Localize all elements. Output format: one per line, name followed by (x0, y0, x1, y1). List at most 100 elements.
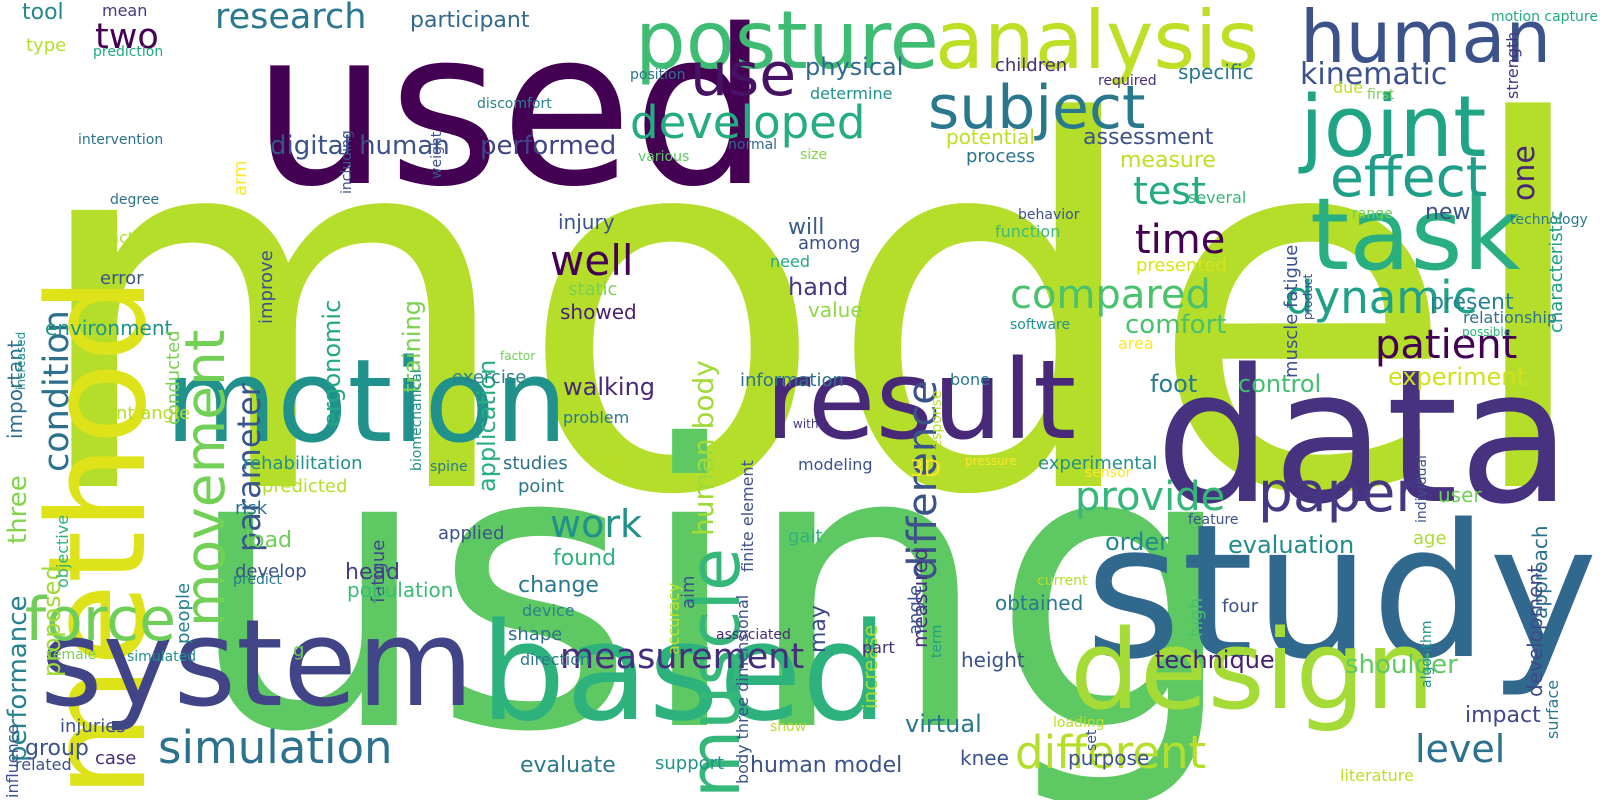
word-interaction: interaction (72, 228, 159, 247)
word-work: work (550, 502, 642, 546)
word-case: case (95, 748, 137, 769)
word-head: head (345, 560, 400, 585)
word-pressure: pressure (965, 454, 1017, 468)
word-gait: gait (788, 526, 823, 547)
word-participant: participant (410, 8, 530, 33)
word-factor: factor (500, 349, 536, 363)
word-kinematic: kinematic (1300, 57, 1448, 92)
word-bone: bone (950, 370, 990, 389)
word-within: within (793, 417, 830, 431)
word-injuries: injuries (60, 716, 126, 737)
word-will: will (788, 215, 825, 240)
word-predicted: predicted (262, 476, 348, 497)
word-problem: problem (563, 408, 630, 427)
word-increased: increased (14, 331, 28, 391)
word-experiment: experiment (1388, 363, 1526, 391)
word-direction: direction (520, 650, 591, 669)
word-simulation: simulation (158, 721, 393, 774)
word-g: g (293, 640, 305, 661)
word-algorithm: algorithm (1419, 619, 1435, 688)
word-well: well (550, 236, 634, 285)
word-population: population (347, 578, 454, 602)
word-determine: determine (810, 84, 893, 103)
word-type: type (26, 35, 67, 56)
word-biomechanical: biomechanical (409, 368, 425, 471)
word-assessment: assessment (1083, 125, 1214, 150)
word-result: result (765, 336, 1077, 464)
word-motion: motion (165, 335, 568, 469)
word-children: children (995, 55, 1068, 76)
word-error: error (100, 268, 144, 289)
word-relationship: relationship (1463, 308, 1558, 327)
word-time: time (1135, 217, 1226, 263)
word-due: due (1333, 78, 1364, 97)
word-show: show (770, 719, 807, 735)
word-exercise: exercise (452, 367, 527, 388)
word-body-three-dimensional: body three dimensional (733, 595, 752, 785)
word-various: various (638, 149, 690, 165)
word-shoulder: shoulder (1345, 650, 1458, 680)
word-present: present (1430, 290, 1514, 315)
word-dynamic: dynamic (1285, 271, 1478, 324)
word-need: need (770, 252, 810, 271)
word-among: among (798, 233, 861, 254)
word-information: information (740, 370, 844, 391)
word-physical: physical (805, 53, 904, 81)
word-strength: strength (1503, 32, 1522, 100)
word-range: range (1352, 206, 1393, 222)
word-technology: technology (1510, 212, 1588, 228)
word-high: high (1186, 597, 1207, 638)
word-support: support (655, 753, 725, 774)
word-force: force (25, 585, 177, 655)
word-analysis: analysis (935, 0, 1259, 87)
word-ergonomic: ergonomic (318, 300, 346, 428)
word-injury: injury (558, 210, 615, 234)
word-prediction: prediction (93, 44, 164, 60)
word-study: study (1084, 484, 1598, 700)
word-group: group (25, 736, 89, 761)
word-predict: predict (233, 572, 282, 588)
word-change: change (518, 573, 599, 598)
word-first: first (1367, 87, 1395, 103)
word-presented: presented (1136, 255, 1227, 276)
word-measure: measure (1120, 148, 1216, 173)
word-patient: patient (1375, 322, 1518, 368)
word-measurement: measurement (560, 637, 805, 677)
word-two: two (95, 17, 159, 57)
word-posture: posture (635, 0, 939, 87)
word-model: model (25, 18, 1598, 606)
word-environment: environment (45, 316, 173, 340)
word-process: process (966, 146, 1036, 167)
word-mean: mean (102, 1, 148, 20)
word-provide: provide (1075, 474, 1226, 520)
word-size: size (800, 147, 828, 163)
word-angle: angle (905, 584, 926, 635)
word-response: response (929, 389, 945, 454)
word-static: static (568, 279, 618, 300)
word-objective: objective (53, 515, 72, 589)
word-people: people (173, 582, 194, 644)
word-rehabilitation: rehabilitation (243, 453, 363, 474)
word-found: found (553, 546, 617, 571)
word-three: three (3, 474, 33, 544)
word-human: human (1300, 0, 1552, 79)
word-using: using (185, 363, 1239, 800)
word-design: design (1070, 606, 1435, 734)
word-spine: spine (430, 459, 468, 475)
word-one: one (1507, 144, 1542, 201)
word-improve: improve (256, 249, 277, 324)
word-point: point (518, 476, 564, 497)
word-used: used (252, 0, 770, 234)
word-male: male (590, 454, 625, 470)
word-several: several (1188, 188, 1247, 207)
word-effect: effect (1330, 145, 1488, 209)
word-discomfort: discomfort (477, 96, 552, 112)
word-obtained: obtained (995, 591, 1084, 615)
word-set: set (1084, 729, 1100, 752)
word-joint: joint (1300, 78, 1487, 177)
word-different: different (1015, 726, 1207, 779)
word-new: new (1425, 200, 1471, 225)
word-possible: possible (1462, 325, 1512, 339)
word-3d: 3D (910, 457, 941, 482)
word-hand: hand (788, 273, 849, 301)
